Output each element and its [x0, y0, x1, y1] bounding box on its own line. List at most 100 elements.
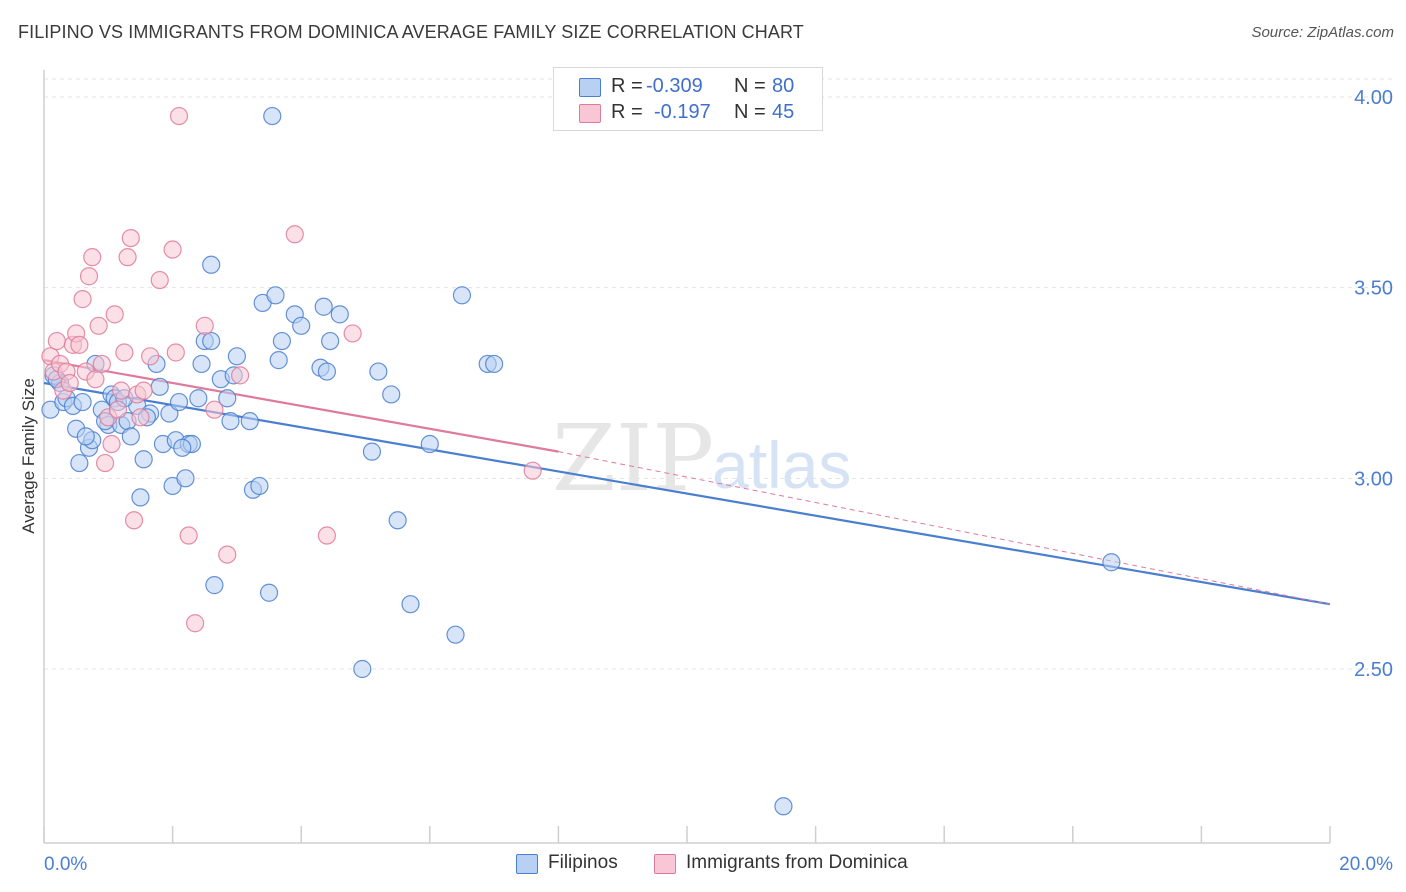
data-point — [108, 400, 128, 419]
data-point — [134, 381, 153, 400]
data-point — [218, 545, 237, 564]
x-tick-label-max: 20.0% — [1339, 854, 1393, 875]
y-tick-label: 2.50 — [1354, 659, 1393, 681]
n-label: N = — [734, 101, 766, 123]
data-point — [314, 297, 333, 316]
data-point — [173, 438, 192, 457]
data-point — [285, 225, 304, 244]
data-point — [250, 476, 269, 496]
data-point — [166, 343, 185, 362]
data-point — [60, 373, 79, 393]
data-point — [134, 450, 153, 469]
data-point — [240, 412, 259, 431]
r-value: -0.309 — [646, 75, 703, 97]
data-point — [192, 354, 211, 374]
data-point — [292, 316, 311, 335]
data-point — [202, 331, 221, 351]
data-point — [401, 595, 420, 614]
data-point — [169, 106, 189, 126]
data-point — [221, 412, 240, 431]
data-point — [353, 659, 372, 679]
data-point — [47, 331, 66, 351]
legend-label: Immigrants from Dominica — [686, 852, 908, 873]
n-value: 45 — [772, 101, 795, 123]
y-axis-label: Average Family Size — [19, 378, 38, 534]
data-point — [150, 377, 169, 396]
data-point — [131, 488, 150, 507]
data-point — [202, 255, 221, 274]
trend-line-extension — [558, 451, 1331, 605]
data-point — [227, 347, 246, 366]
data-point — [388, 511, 407, 530]
data-point — [269, 351, 288, 370]
data-point — [272, 331, 292, 351]
data-point — [131, 408, 150, 427]
data-point — [73, 290, 92, 309]
data-point — [118, 248, 137, 267]
x-tick-label-min: 0.0% — [44, 854, 87, 875]
data-point — [774, 797, 793, 816]
data-point — [70, 335, 89, 354]
data-point — [195, 316, 214, 335]
r-label: R = — [611, 75, 643, 97]
r-value: -0.197 — [654, 101, 711, 123]
data-points — [41, 106, 1121, 816]
data-point — [124, 511, 144, 530]
swatch-filipinos — [579, 78, 601, 97]
data-point — [95, 453, 115, 473]
data-point — [150, 270, 169, 290]
data-point — [121, 228, 140, 248]
data-point — [231, 366, 250, 385]
data-point — [382, 385, 401, 404]
data-point — [186, 614, 205, 633]
data-point — [317, 362, 337, 381]
y-tick-label: 3.00 — [1354, 468, 1393, 490]
data-point — [266, 286, 285, 305]
data-point — [369, 362, 388, 381]
swatch-filipinos — [516, 854, 538, 874]
n-label: N = — [734, 75, 766, 97]
data-point — [112, 381, 131, 400]
data-point — [176, 469, 195, 488]
data-point — [76, 427, 95, 446]
chart-title: FILIPINO VS IMMIGRANTS FROM DOMINICA AVE… — [18, 22, 804, 42]
data-point — [321, 331, 340, 351]
data-point — [102, 434, 121, 454]
data-point — [92, 354, 111, 374]
data-point — [179, 526, 198, 545]
series-legend: Filipinos Immigrants from Dominica — [0, 852, 1406, 878]
tick-labels: 2.50 3.00 3.50 4.00 0.0% 20.0% — [44, 87, 1393, 875]
data-point — [317, 526, 337, 545]
data-point — [205, 576, 224, 595]
data-point — [163, 240, 182, 259]
data-point — [115, 343, 134, 362]
stats-legend: R = -0.309 N = 80 R = -0.197 N = 45 — [553, 67, 823, 131]
legend-label: Filipinos — [548, 852, 618, 873]
data-point — [105, 305, 124, 324]
source-credit: Source: ZipAtlas.com — [1251, 24, 1394, 41]
data-point — [189, 389, 208, 408]
swatch-dominica — [654, 854, 676, 874]
data-point — [485, 354, 504, 374]
r-label: R = — [611, 101, 643, 123]
data-point — [86, 370, 105, 389]
data-point — [343, 324, 362, 343]
data-point — [83, 248, 102, 267]
trend-line — [43, 359, 559, 453]
data-point — [73, 392, 92, 412]
data-point — [79, 267, 99, 286]
data-point — [452, 286, 472, 305]
swatch-dominica — [579, 104, 601, 123]
data-point — [362, 442, 382, 461]
data-point — [446, 625, 465, 644]
axes — [43, 70, 1331, 844]
y-tick-label: 4.00 — [1354, 87, 1393, 109]
watermark-atlas: atlas — [712, 428, 851, 502]
data-point — [89, 316, 108, 335]
data-point — [259, 583, 279, 602]
data-point — [523, 461, 542, 480]
data-point — [1102, 553, 1121, 572]
watermark-zip: ZIP — [552, 405, 714, 512]
data-point — [205, 400, 224, 419]
